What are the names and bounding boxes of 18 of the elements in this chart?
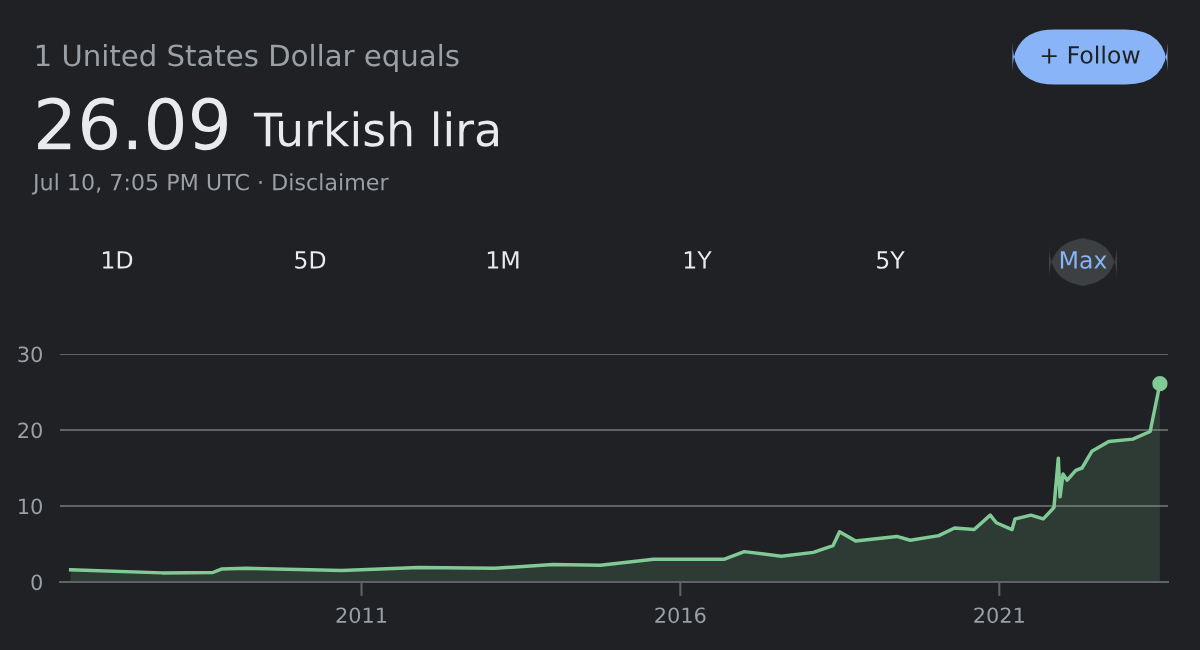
text: + Follow [1041, 45, 1140, 64]
text: Max [1060, 251, 1107, 269]
y-tick-label: 20 [18, 422, 42, 439]
text: 26.09 [38, 97, 227, 151]
text: 5D [295, 251, 326, 269]
text: 5Y [877, 251, 905, 269]
text: 1Y [684, 251, 712, 269]
text: Turkish lira [253, 111, 498, 147]
chart-title: 1 United States Dollar equals [36, 43, 459, 73]
y-tick-label: 10 [19, 498, 42, 515]
text: Jul 10, 7:05 PM UTC · Disclaimer [31, 173, 389, 195]
x-tick-label: 2021 [974, 607, 1024, 624]
y-tick-label: 30 [18, 346, 42, 363]
x-tick-label: 2016 [655, 607, 706, 624]
text: 1M [487, 251, 519, 269]
y-tick-label: 0 [31, 574, 42, 591]
x-tick-label: 2011 [336, 607, 387, 624]
text: 1D [102, 251, 133, 269]
